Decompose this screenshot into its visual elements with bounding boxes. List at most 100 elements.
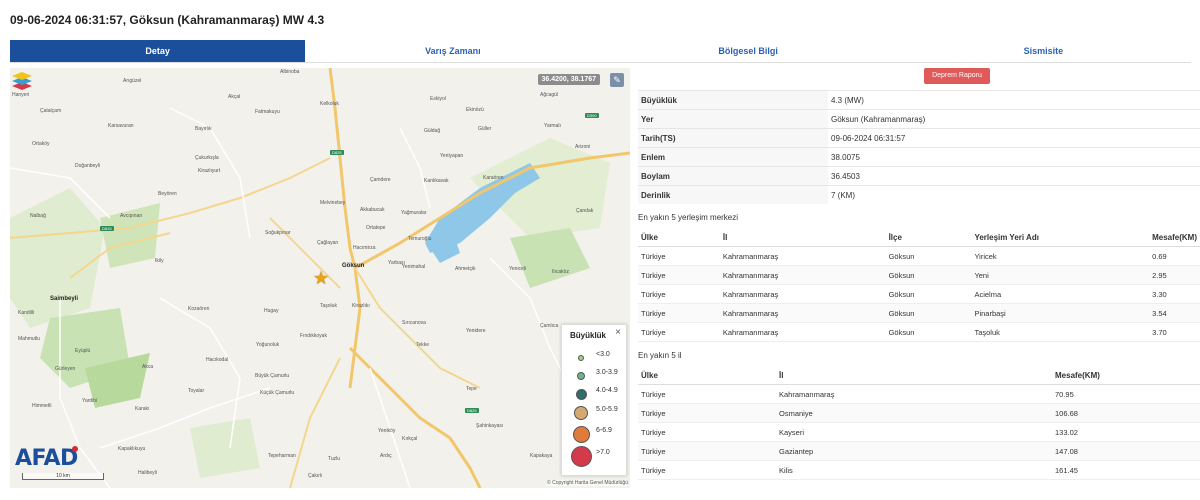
- column-header: İlçe: [885, 228, 972, 247]
- table-row: Türkiye Kahramanmaraş Göksun Yeni 2.95: [638, 265, 1200, 285]
- map-label: Kırkçal: [402, 436, 418, 442]
- table-cell: Kahramanmaraş: [719, 246, 886, 266]
- table-cell: 133.02: [1052, 422, 1200, 442]
- legend-circle: [574, 406, 588, 420]
- map-label: Yardibi: [82, 398, 98, 404]
- map-label: Beyören: [158, 191, 177, 197]
- settlements-table: Ülke İl İlçe Yerleşim Yeri Adı Mesafe(KM…: [638, 228, 1200, 342]
- table-row: Türkiye Osmaniye 106.68: [638, 403, 1200, 423]
- map-label: Akca: [142, 364, 154, 370]
- detail-label: Yer: [638, 109, 828, 129]
- detail-value: 4.3 (MW): [828, 90, 1200, 110]
- map-label: Hanyeri: [12, 92, 30, 98]
- table-cell: Osmaniye: [776, 403, 1052, 423]
- detail-label: Enlem: [638, 147, 828, 167]
- legend-item: 5.0-5.9: [562, 402, 626, 420]
- coordinate-readout: 36.4200, 38.1767: [537, 74, 600, 85]
- table-cell: Türkiye: [638, 303, 720, 323]
- road-major: [354, 151, 630, 270]
- detail-value: 38.0075: [828, 147, 1200, 167]
- terrain-area: [190, 418, 260, 478]
- detail-value: 09-06-2024 06:31:57: [828, 128, 1200, 148]
- table-cell: Acielma: [971, 284, 1150, 304]
- table-row: Türkiye Kahramanmaraş Göksun Pinarbaşi 3.54: [638, 303, 1200, 323]
- map-label: Güller: [478, 126, 492, 132]
- detail-row: Enlem 38.0075: [638, 147, 1200, 167]
- table-cell: Göksun: [885, 246, 972, 266]
- legend-label: <3.0: [596, 351, 610, 358]
- table-cell: Kahramanmaraş: [719, 265, 886, 285]
- table-cell: Kilis: [776, 460, 1052, 480]
- tab-bolgesel-bilgi[interactable]: Bölgesel Bilgi: [718, 46, 778, 56]
- table-cell: Kahramanmaraş: [719, 284, 886, 304]
- road-local: [59, 298, 111, 488]
- map-label-town: Göksun: [342, 263, 365, 269]
- legend-circle: [572, 425, 590, 443]
- table-cell: Kahramanmaraş: [776, 384, 1052, 404]
- map-label: Tepeharman: [268, 453, 296, 459]
- earthquake-report-button[interactable]: Deprem Raporu: [924, 68, 990, 84]
- map-label: Yenidere: [466, 328, 486, 334]
- map-view[interactable]: Hanyeri Çatalçam Karsavuran Ortaköy Doğa…: [10, 68, 630, 488]
- map-label: Tepe: [466, 386, 477, 392]
- legend-title: Büyüklük: [570, 331, 607, 340]
- column-header: Mesafe(KM): [1052, 366, 1200, 385]
- road-local: [399, 127, 431, 209]
- tab-varis-zamani[interactable]: Varış Zamanı: [425, 46, 481, 56]
- map-label: Ardıç: [380, 453, 392, 459]
- map-label: Ahmetçik: [455, 266, 476, 272]
- column-header: Mesafe(KM): [1149, 228, 1200, 247]
- legend-circle: [578, 355, 584, 361]
- legend-label: 3.0-3.9: [596, 369, 618, 376]
- lake: [425, 163, 540, 253]
- map-label: Çandak: [576, 208, 594, 214]
- magnitude-legend: Büyüklük × <3.0 3.0-3.9 4.0-4.9 5.0-5.9 …: [561, 324, 627, 476]
- tab-detay[interactable]: Detay: [10, 40, 306, 62]
- table-cell: 3.30: [1149, 284, 1200, 304]
- table-cell: 0.69: [1149, 246, 1200, 266]
- close-icon[interactable]: ×: [615, 327, 621, 338]
- table-cell: Göksun: [885, 265, 972, 285]
- epicenter-star-icon[interactable]: ★: [313, 268, 330, 288]
- map-label: Ortatepe: [366, 225, 386, 231]
- terrain-area: [85, 353, 150, 408]
- map-label: Kapakaya: [530, 453, 553, 459]
- map-label: Akçal: [228, 94, 241, 100]
- map-label: Akkabucak: [360, 207, 385, 213]
- road-major: [348, 346, 482, 488]
- detail-value: Göksun (Kahramanmaraş): [828, 109, 1200, 129]
- pencil-icon[interactable]: ✎: [610, 73, 624, 87]
- tab-sismisite[interactable]: Sismisite: [1023, 46, 1064, 56]
- road-major: [328, 68, 362, 389]
- map-label: Ilıcaköz: [552, 269, 569, 275]
- map-label: Ortaköy: [32, 141, 50, 147]
- legend-circle: [575, 388, 587, 400]
- layers-icon[interactable]: [10, 68, 34, 92]
- tab-divider: [10, 62, 1191, 63]
- map-label: Yeniköy: [378, 428, 396, 434]
- column-header: Ülke: [638, 366, 776, 385]
- road-sign: D825: [330, 150, 344, 155]
- afad-logo: AFAD: [15, 446, 78, 471]
- road-sign: D300: [585, 113, 599, 118]
- legend-item: <3.0: [562, 347, 626, 365]
- table-cell: Türkiye: [638, 384, 776, 404]
- table-cell: Göksun: [885, 322, 972, 342]
- settlements-title: En yakın 5 yerleşim merkezi: [638, 213, 739, 222]
- column-header: Ülke: [638, 228, 720, 247]
- map-label: Soğukpınar: [265, 230, 291, 236]
- map-label: Hacıkodal: [206, 357, 229, 363]
- table-row: Türkiye Kilis 161.45: [638, 460, 1200, 480]
- map-label: Çukurkışla: [195, 155, 219, 161]
- map-label: Çakırlı: [308, 473, 323, 479]
- road-local: [369, 367, 411, 488]
- table-row: Türkiye Kayseri 133.02: [638, 422, 1200, 442]
- detail-label: Boylam: [638, 166, 828, 186]
- map-label: Yağmuralar: [401, 210, 427, 216]
- table-cell: Türkiye: [638, 322, 720, 342]
- detail-label: Tarih(TS): [638, 128, 828, 148]
- map-label: Tekke: [416, 342, 430, 348]
- table-cell: 3.70: [1149, 322, 1200, 342]
- table-cell: 147.08: [1052, 441, 1200, 461]
- detail-row: Büyüklük 4.3 (MW): [638, 90, 1200, 110]
